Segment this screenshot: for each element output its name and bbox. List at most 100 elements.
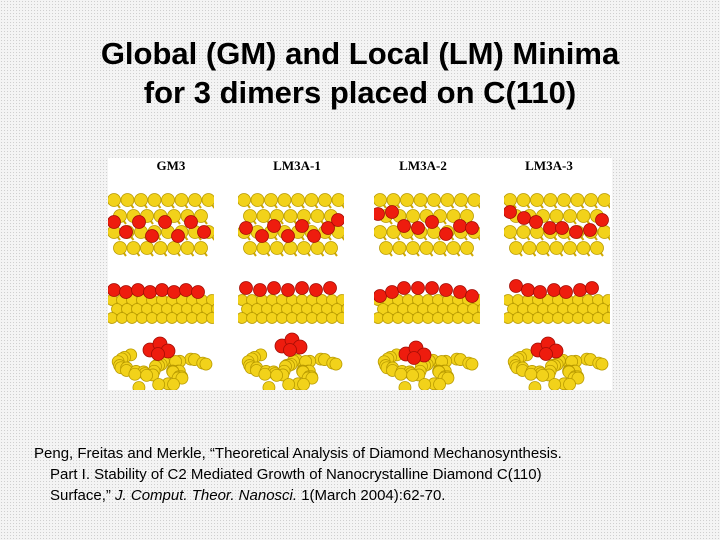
dimer-atom bbox=[533, 285, 547, 299]
carbon-atom bbox=[452, 312, 464, 324]
carbon-atom bbox=[597, 193, 610, 207]
dimer-atom bbox=[167, 285, 181, 299]
carbon-atom bbox=[374, 193, 387, 207]
dimer-atom bbox=[397, 281, 411, 295]
carbon-atom bbox=[460, 209, 474, 223]
carbon-atom bbox=[379, 241, 393, 255]
dimer-atom bbox=[407, 351, 421, 365]
carbon-atom bbox=[206, 294, 214, 306]
dimer-atom bbox=[517, 211, 531, 225]
carbon-atom bbox=[465, 357, 479, 371]
carbon-atom bbox=[562, 312, 574, 324]
dimer-atom bbox=[179, 283, 193, 297]
dimer-atom bbox=[239, 281, 253, 295]
carbon-atom bbox=[176, 312, 188, 324]
column-label-lm3a-2: LM3A-2 bbox=[399, 158, 447, 173]
carbon-atom bbox=[392, 312, 404, 324]
carbon-atom bbox=[108, 193, 121, 207]
carbon-atom bbox=[549, 241, 564, 255]
dimer-atom bbox=[323, 281, 337, 295]
dimer-atom bbox=[197, 225, 211, 239]
carbon-atom bbox=[304, 193, 319, 207]
carbon-atom bbox=[460, 241, 474, 255]
dimer-atom bbox=[504, 205, 517, 219]
dimer-atom bbox=[529, 215, 543, 229]
carbon-atom bbox=[418, 378, 432, 390]
panel-gm3-side-view bbox=[108, 278, 214, 324]
carbon-atom bbox=[432, 312, 444, 324]
slide-title: Global (GM) and Local (LM) Minima for 3 … bbox=[0, 34, 720, 112]
carbon-atom bbox=[196, 312, 208, 324]
carbon-atom bbox=[398, 381, 412, 390]
carbon-atom bbox=[156, 312, 168, 324]
carbon-atom bbox=[128, 367, 142, 381]
carbon-atom bbox=[310, 209, 325, 223]
carbon-atom bbox=[146, 312, 158, 324]
carbon-atom bbox=[270, 368, 284, 382]
carbon-atom bbox=[126, 312, 138, 324]
carbon-atom bbox=[504, 193, 517, 207]
carbon-atom bbox=[516, 225, 531, 239]
molecular-structures-figure: GM3 LM3A-1 LM3A-2 LM3A-3 bbox=[108, 158, 612, 390]
column-label-lm3a-3: LM3A-3 bbox=[525, 158, 573, 173]
carbon-atom bbox=[522, 241, 537, 255]
dimer-atom bbox=[267, 219, 281, 233]
carbon-atom bbox=[276, 312, 288, 324]
carbon-atom bbox=[194, 241, 208, 255]
carbon-atom bbox=[402, 312, 414, 324]
carbon-atom bbox=[433, 377, 446, 390]
carbon-atom bbox=[199, 357, 213, 371]
panel-lm3a-2-perspective-view bbox=[374, 328, 480, 390]
carbon-atom bbox=[530, 193, 544, 207]
carbon-atom bbox=[509, 241, 523, 255]
dimer-atom bbox=[547, 283, 561, 297]
carbon-atom bbox=[329, 357, 343, 371]
carbon-atom bbox=[174, 193, 189, 207]
dimer-atom bbox=[119, 285, 133, 299]
carbon-atom bbox=[318, 193, 332, 207]
carbon-atom bbox=[532, 312, 544, 324]
carbon-atom bbox=[140, 368, 154, 382]
dimer-atom bbox=[411, 281, 425, 295]
carbon-atom bbox=[592, 312, 604, 324]
carbon-atom bbox=[243, 209, 257, 223]
dimer-atom bbox=[543, 221, 557, 235]
carbon-atom bbox=[504, 312, 514, 324]
dimer-atom bbox=[569, 225, 583, 239]
carbon-atom bbox=[516, 193, 531, 207]
carbon-atom bbox=[132, 381, 146, 390]
citation: Peng, Freitas and Merkle, “Theoretical A… bbox=[34, 443, 694, 506]
carbon-atom bbox=[386, 225, 401, 239]
panel-lm3a-1-perspective-view bbox=[238, 328, 344, 390]
carbon-atom bbox=[336, 294, 344, 306]
carbon-atom bbox=[283, 241, 298, 255]
carbon-atom bbox=[161, 193, 175, 207]
dimer-atom bbox=[453, 285, 467, 299]
carbon-atom bbox=[282, 378, 296, 390]
carbon-atom bbox=[563, 377, 576, 390]
carbon-atom bbox=[113, 241, 127, 255]
carbon-atom bbox=[188, 193, 202, 207]
dimer-atom bbox=[425, 281, 439, 295]
carbon-atom bbox=[570, 193, 585, 207]
carbon-atom bbox=[536, 368, 550, 382]
carbon-atom bbox=[201, 193, 214, 207]
carbon-atom bbox=[597, 225, 610, 239]
carbon-atom bbox=[406, 368, 420, 382]
carbon-atom bbox=[542, 312, 554, 324]
title-line-2: for 3 dimers placed on C(110) bbox=[143, 75, 577, 110]
carbon-atom bbox=[602, 294, 610, 306]
carbon-atom bbox=[134, 193, 148, 207]
dimer-atom bbox=[411, 221, 425, 235]
carbon-atom bbox=[297, 241, 311, 255]
carbon-atom bbox=[326, 312, 338, 324]
carbon-atom bbox=[126, 241, 141, 255]
dimer-atom bbox=[281, 229, 295, 243]
citation-journal: J. Comput. Theor. Nanosci. bbox=[115, 487, 298, 504]
carbon-atom bbox=[549, 209, 564, 223]
carbon-atom bbox=[413, 193, 428, 207]
panel-gm3-top-view bbox=[108, 192, 214, 258]
dimer-atom bbox=[281, 283, 295, 297]
carbon-atom bbox=[180, 241, 195, 255]
column-label-lm3a-1: LM3A-1 bbox=[273, 158, 321, 173]
